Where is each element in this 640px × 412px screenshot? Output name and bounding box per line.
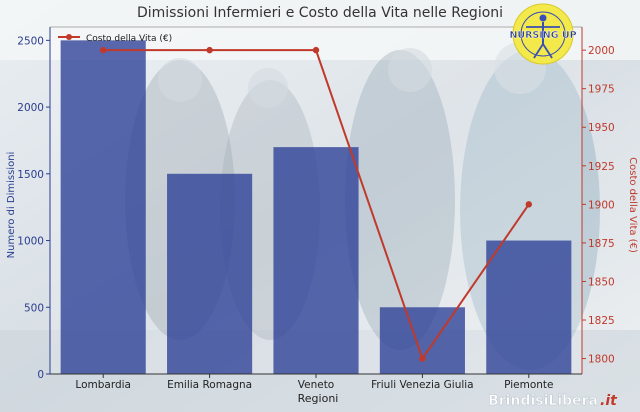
- y-axis-left-label: Numero di Dimissioni: [6, 152, 17, 259]
- y-left-tick-label: 0: [37, 369, 44, 381]
- y-left-tick-label: 2500: [17, 35, 44, 47]
- y-right-tick-label: 1850: [588, 276, 615, 288]
- line-point-lombardia: [100, 46, 107, 54]
- y-left-tick-label: 2000: [17, 102, 44, 114]
- x-tick-label: Piemonte: [504, 379, 553, 391]
- y-right-tick-label: 1875: [588, 238, 615, 250]
- y-right-tick-label: 1900: [588, 199, 615, 211]
- bar-lombardia: [60, 40, 146, 374]
- y-right-tick-label: 2000: [588, 45, 615, 57]
- x-tick-label: Emilia Romagna: [167, 379, 252, 391]
- legend: Costo della Vita (€): [58, 34, 172, 44]
- legend-label: Costo della Vita (€): [86, 34, 172, 44]
- y-right-tick-label: 1800: [588, 354, 615, 366]
- brand-text: Brindisi: [488, 393, 548, 409]
- axes: 0 500 1000 1500 2000 2500 1800 1825 1850 1875 1900…: [17, 26, 615, 391]
- y-axis-right-label: Costo della Vita (€): [627, 157, 638, 253]
- y-right-tick-label: 1825: [588, 315, 615, 327]
- y-left-tick-label: 1000: [17, 236, 44, 248]
- logo-text: NURSING UP: [509, 30, 576, 41]
- y-right-tick-label: 1925: [588, 161, 615, 173]
- y-right-tick-label: 1950: [588, 122, 615, 134]
- y-left-tick-label: 500: [24, 302, 44, 314]
- brand-suffix: .it: [600, 393, 618, 409]
- bar-piemonte: [486, 240, 572, 374]
- nursing-up-logo: NURSING UP: [509, 3, 577, 65]
- x-tick-label: Lombardia: [75, 379, 131, 391]
- x-tick-label: Friuli Venezia Giulia: [371, 379, 473, 391]
- bar-series: [60, 40, 572, 374]
- bar-veneto: [273, 147, 359, 374]
- line-point-piemonte: [525, 201, 532, 208]
- chart-title: Dimissioni Infermieri e Costo della Vita…: [137, 5, 503, 21]
- line-series: [100, 46, 532, 362]
- x-axis-label: Regioni: [298, 392, 339, 405]
- y-left-tick-label: 1500: [17, 169, 44, 181]
- line-point-emilia-romagna: [206, 46, 213, 54]
- line-point-friuli-venezia-giulia: [419, 355, 426, 362]
- brand-watermark: BrindisiLibera: [488, 393, 598, 409]
- x-tick-label: Veneto: [298, 379, 334, 391]
- y-right-tick-label: 1975: [588, 84, 615, 96]
- brand-text-accent: Libera: [548, 393, 598, 409]
- line-point-veneto: [312, 46, 320, 54]
- legend-marker: [66, 34, 72, 40]
- bar-friuli-venezia-giulia: [379, 307, 465, 374]
- bar-emilia-romagna: [167, 173, 253, 374]
